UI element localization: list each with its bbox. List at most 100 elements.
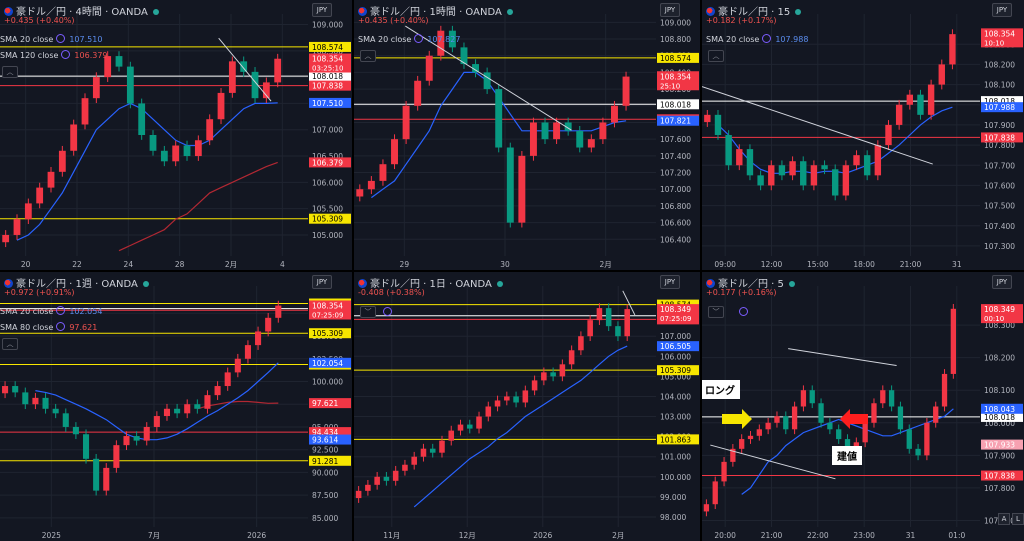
currency-selector[interactable]: JPY: [660, 3, 680, 17]
price-label-text: 93.614: [312, 436, 338, 445]
candle: [82, 434, 90, 459]
currency-selector[interactable]: JPY: [312, 275, 332, 289]
y-tick-label: 107.900: [984, 121, 1015, 130]
chart-canvas[interactable]: 109.000108.800108.600108.400108.200108.0…: [354, 0, 700, 270]
level-price-text: 108.018: [984, 413, 1015, 422]
indicator-sma20[interactable]: SMA 20 close 107.827: [358, 34, 461, 44]
indicator-sma20[interactable]: SMA 20 close 102.054: [0, 306, 103, 316]
candle: [605, 308, 612, 327]
indicator-sma20[interactable]: SMA 20 close 107.988: [706, 34, 809, 44]
candle: [924, 422, 930, 456]
candle: [791, 406, 798, 430]
sma-long-line: [118, 161, 278, 252]
countdown-text: 10:10: [984, 39, 1004, 47]
candle: [506, 147, 514, 223]
price-label: [657, 304, 699, 324]
candle: [862, 422, 868, 443]
x-tick-label: 23:00: [853, 531, 875, 540]
settings-icon[interactable]: [56, 322, 66, 331]
y-tick-label: 98.000: [660, 513, 686, 522]
y-tick-label: 105.000: [660, 372, 691, 381]
aud-flag-icon: [358, 279, 367, 288]
candle: [32, 397, 39, 405]
level-price-text: 105.309: [312, 215, 343, 224]
symbol-title[interactable]: 豪ドル／円 · 1週 · OANDA: [4, 275, 149, 290]
indicator-toggle[interactable]: [736, 307, 748, 317]
settings-icon[interactable]: [383, 307, 392, 316]
x-tick-label: 15:00: [807, 260, 829, 269]
candle: [938, 64, 945, 85]
chart-canvas[interactable]: 108.000107.000106.000105.000104.000103.0…: [354, 272, 700, 541]
settings-icon[interactable]: [61, 50, 71, 59]
chart-panel-1w[interactable]: 107.500105.000102.500100.00097.50095.000…: [0, 272, 352, 541]
collapse-indicators-button[interactable]: ︿: [360, 50, 376, 62]
price-label: [981, 28, 1023, 48]
y-tick-label: 92.500: [312, 446, 338, 455]
indicator-toggle[interactable]: [380, 307, 392, 317]
collapse-indicators-button[interactable]: ﹀: [708, 306, 724, 318]
candle: [466, 424, 473, 429]
symbol-title[interactable]: 豪ドル／円 · 4時間 · OANDA: [4, 3, 159, 18]
log-scale-button[interactable]: L: [1012, 513, 1024, 525]
chart-panel-1d[interactable]: 108.000107.000106.000105.000104.000103.0…: [354, 272, 700, 541]
candle: [204, 395, 211, 409]
candle: [184, 404, 191, 414]
y-tick-label: 107.400: [660, 152, 691, 161]
indicator-sma120[interactable]: SMA 120 close 106.379: [0, 50, 108, 60]
sma-line: [35, 362, 279, 441]
candle: [587, 320, 593, 337]
candle: [599, 122, 607, 140]
chart-panel-15m[interactable]: 108.300108.200108.100108.000107.900107.8…: [702, 0, 1024, 270]
chart-panel-4h[interactable]: 109.000108.500108.000107.500107.000106.5…: [0, 0, 352, 270]
symbol-title[interactable]: 豪ドル／円 · 1日 · OANDA: [358, 275, 503, 290]
currency-selector[interactable]: JPY: [660, 275, 680, 289]
collapse-indicators-button[interactable]: ︿: [2, 338, 18, 350]
candle: [888, 390, 895, 407]
chart-canvas[interactable]: 108.300108.200108.100108.000107.900107.8…: [702, 0, 1024, 270]
currency-selector[interactable]: JPY: [312, 3, 332, 17]
candle: [58, 150, 66, 172]
y-tick-label: 108.800: [660, 35, 691, 44]
candle: [712, 481, 718, 505]
settings-icon[interactable]: [739, 307, 748, 316]
candle: [214, 386, 221, 396]
auto-scale-button[interactable]: A: [998, 513, 1010, 525]
collapse-indicators-button[interactable]: ﹀: [360, 306, 376, 318]
chart-canvas[interactable]: 108.300108.200108.100108.000107.900107.8…: [702, 272, 1024, 541]
symbol-title[interactable]: 豪ドル／円 · 15: [706, 3, 802, 18]
candle: [206, 119, 214, 141]
settings-icon[interactable]: [56, 34, 66, 43]
indicator-sma80[interactable]: SMA 80 close 97.621: [0, 322, 98, 332]
level-price-text: 108.574: [660, 54, 691, 63]
indicator-sma20[interactable]: SMA 20 close 107.510: [0, 34, 103, 44]
price-label-text: 107.510: [312, 99, 343, 108]
symbol-title[interactable]: 豪ドル／円 · 1時間 · OANDA: [358, 3, 513, 18]
chart-panel-5m[interactable]: 108.300 108.200 108.100 108.000 107.900 107.8…: [702, 272, 1024, 541]
currency-selector[interactable]: JPY: [992, 3, 1012, 17]
y-tick-label: 100.000: [660, 473, 691, 482]
settings-icon[interactable]: [762, 34, 772, 43]
candle: [933, 406, 939, 423]
candle: [818, 403, 824, 423]
candle: [529, 122, 537, 156]
settings-icon[interactable]: [414, 34, 424, 43]
chart-canvas[interactable]: 107.500105.000102.500100.00097.50095.000…: [0, 272, 352, 541]
symbol-title[interactable]: 豪ドル／円 · 5: [706, 275, 795, 290]
y-tick-label: 103.000: [660, 413, 691, 422]
currency-selector[interactable]: JPY: [992, 275, 1012, 289]
collapse-indicators-button[interactable]: ︿: [2, 66, 18, 78]
y-tick-label: 107.000: [660, 185, 691, 194]
candle: [522, 390, 529, 403]
candle: [2, 234, 10, 243]
chart-canvas[interactable]: 109.000108.500108.000107.500107.000106.5…: [0, 0, 352, 270]
candle: [885, 124, 892, 146]
candle: [778, 165, 786, 176]
settings-icon[interactable]: [56, 306, 66, 315]
candle: [587, 139, 595, 148]
collapse-indicators-button[interactable]: ︿: [708, 50, 724, 62]
y-tick-label: 108.300: [984, 321, 1015, 330]
candle: [104, 56, 112, 78]
chart-panel-1h[interactable]: 109.000108.800108.600108.400108.200108.0…: [354, 0, 700, 270]
x-tick-label: 18:00: [853, 260, 875, 269]
candle: [568, 350, 575, 365]
